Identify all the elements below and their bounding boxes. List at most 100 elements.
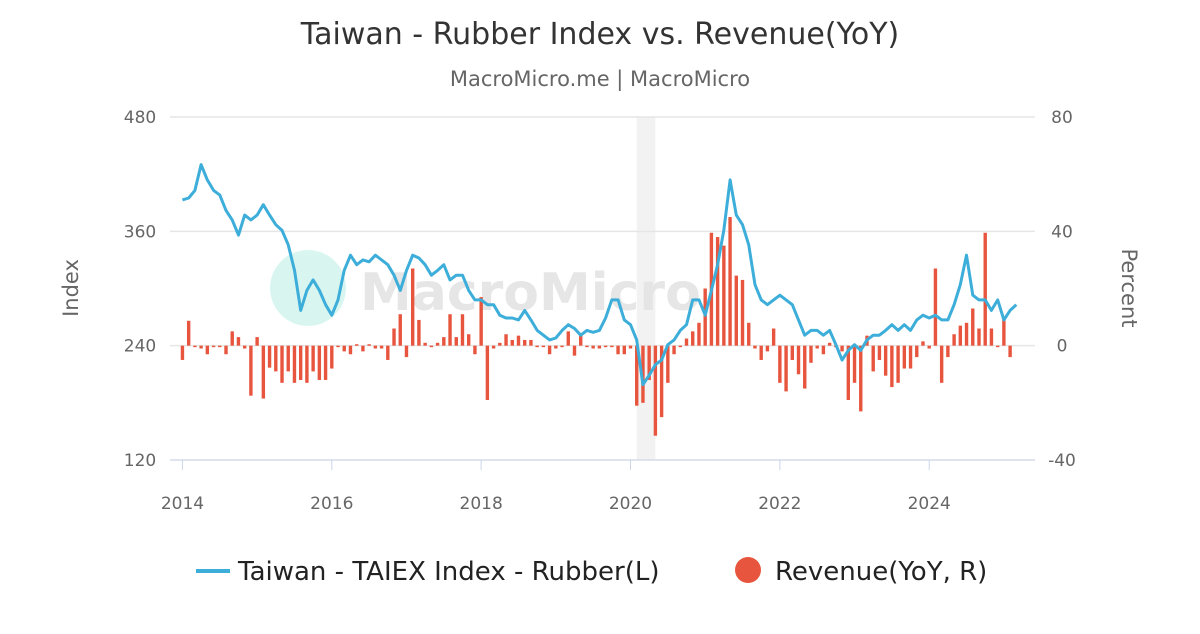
right-tick-label: 0 <box>1057 337 1068 357</box>
revenue-bar <box>890 345 894 388</box>
revenue-bar <box>933 268 938 346</box>
revenue-bar <box>666 345 670 383</box>
revenue-bar <box>1008 345 1012 358</box>
revenue-bar <box>809 345 813 363</box>
revenue-bar <box>342 345 346 352</box>
right-tick-label: -40 <box>1048 451 1076 471</box>
revenue-bar <box>280 345 284 383</box>
revenue-bar <box>392 328 396 346</box>
revenue-bar <box>927 345 931 349</box>
revenue-bar <box>367 344 371 346</box>
revenue-bar <box>703 288 707 346</box>
right-axis-ticks: 80 40 0 -40 <box>1048 108 1076 471</box>
revenue-bar <box>311 345 315 372</box>
revenue-bar <box>186 320 191 346</box>
rubber-index-line <box>181 163 1018 387</box>
revenue-bar <box>877 345 882 360</box>
revenue-bar <box>410 268 415 346</box>
revenue-bar <box>504 334 508 346</box>
revenue-bar <box>697 322 701 346</box>
revenue-bar <box>211 345 216 348</box>
revenue-bar <box>728 217 732 346</box>
revenue-bar <box>348 345 353 355</box>
revenue-bar <box>859 345 863 412</box>
revenue-bar <box>485 345 490 400</box>
revenue-bar <box>417 319 421 346</box>
revenue-bar <box>404 345 409 358</box>
revenue-bar <box>579 334 583 346</box>
legend-item-rubber-index[interactable]: Taiwan - TAIEX Index - Rubber(L) <box>196 557 659 587</box>
revenue-bar <box>516 335 521 346</box>
x-axis: 2014 2016 2018 2020 2022 2024 <box>161 459 1035 514</box>
revenue-bar <box>249 345 253 396</box>
revenue-bar <box>821 345 826 355</box>
revenue-bar <box>765 345 770 352</box>
x-tick-label: 2016 <box>310 494 353 514</box>
revenue-bar <box>871 345 875 372</box>
watermark-text: MacroMicro <box>360 263 701 323</box>
revenue-bar <box>298 345 303 380</box>
revenue-bar <box>616 345 620 355</box>
revenue-bar <box>292 345 297 383</box>
revenue-bar <box>373 345 378 349</box>
revenue-bar <box>610 345 614 348</box>
revenue-bar <box>336 345 340 348</box>
legend-label: Taiwan - TAIEX Index - Rubber(L) <box>237 557 659 587</box>
revenue-bar <box>597 345 602 349</box>
revenue-bar <box>902 345 907 369</box>
revenue-bar <box>852 345 857 383</box>
revenue-bar <box>429 345 434 348</box>
revenue-bar <box>448 314 452 346</box>
revenue-bar <box>603 345 608 348</box>
revenue-bar <box>323 345 328 380</box>
revenue-bar <box>267 345 272 368</box>
revenue-bar <box>778 345 782 383</box>
revenue-bar <box>218 345 222 348</box>
revenue-bar <box>454 337 458 346</box>
revenue-bar <box>628 345 633 349</box>
x-tick-label: 2022 <box>758 494 801 514</box>
revenue-bar <box>554 345 558 349</box>
revenue-bar <box>796 345 801 375</box>
right-tick-label: 80 <box>1051 108 1073 128</box>
revenue-bar <box>977 328 981 346</box>
revenue-bar <box>479 297 483 346</box>
revenue-bar <box>722 245 726 346</box>
revenue-bar <box>523 339 527 346</box>
revenue-bar <box>653 345 658 436</box>
legend-item-revenue[interactable]: Revenue(YoY, R) <box>735 557 987 587</box>
revenue-bar <box>242 345 247 349</box>
legend-dot-icon <box>735 557 761 583</box>
revenue-bar <box>784 345 788 392</box>
revenue-bar <box>678 345 682 348</box>
revenue-bar <box>921 341 925 346</box>
right-axis-label: Percent <box>1117 248 1141 327</box>
left-tick-label: 120 <box>124 451 156 471</box>
revenue-bar <box>753 345 757 349</box>
revenue-bars <box>180 217 1012 436</box>
revenue-bar <box>442 337 446 346</box>
right-tick-label: 40 <box>1051 222 1073 242</box>
left-axis-label: Index <box>59 259 83 317</box>
revenue-bar <box>815 345 819 349</box>
revenue-bar <box>1002 318 1006 346</box>
revenue-bar <box>541 345 546 348</box>
revenue-bar <box>585 345 589 348</box>
left-tick-label: 480 <box>124 108 156 128</box>
revenue-bar <box>759 345 763 360</box>
revenue-bar <box>255 337 259 346</box>
revenue-bar <box>510 339 514 346</box>
revenue-bar <box>354 344 359 346</box>
revenue-bar <box>230 331 234 346</box>
revenue-bar <box>622 345 626 355</box>
x-tick-label: 2020 <box>609 494 652 514</box>
revenue-bar <box>983 232 987 346</box>
revenue-bar <box>180 345 185 360</box>
revenue-bar <box>205 345 210 355</box>
x-tick-label: 2014 <box>161 494 204 514</box>
revenue-bar <box>734 275 738 346</box>
revenue-bar <box>224 345 228 355</box>
revenue-bar <box>846 345 851 400</box>
revenue-bar <box>386 345 390 360</box>
revenue-bar <box>715 237 720 346</box>
